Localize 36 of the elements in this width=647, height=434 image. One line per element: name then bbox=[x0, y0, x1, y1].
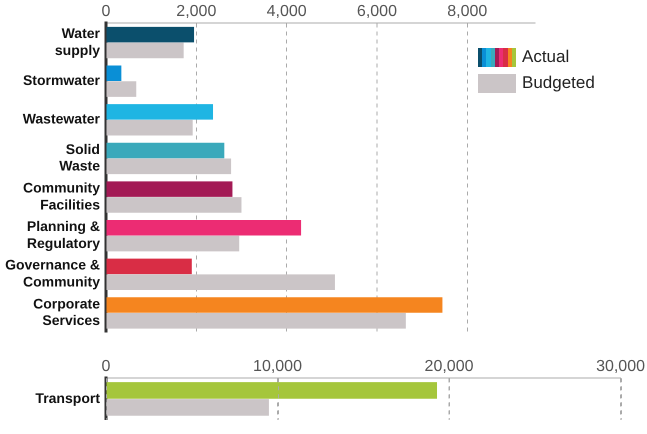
bar bbox=[106, 120, 193, 136]
x-tick-label: 20,000 bbox=[424, 358, 474, 376]
bar bbox=[106, 236, 240, 252]
x-tick-label: 30,000 bbox=[596, 358, 646, 376]
bar bbox=[106, 197, 242, 213]
x-tick-label: 10,000 bbox=[253, 358, 302, 376]
y-tick-label: Solid Waste bbox=[59, 140, 100, 174]
bar bbox=[106, 104, 214, 120]
x-tick-label: 0 bbox=[102, 3, 111, 20]
y-tick-label: Wastewater bbox=[22, 110, 101, 127]
y-tick-label: Governance & Community bbox=[5, 256, 100, 290]
legend-label: Actual bbox=[522, 47, 570, 67]
bar bbox=[106, 181, 232, 197]
bar bbox=[106, 65, 122, 81]
bar bbox=[106, 42, 184, 58]
bar bbox=[106, 26, 194, 42]
x-tick-label: 8,000 bbox=[447, 3, 488, 20]
bar bbox=[106, 313, 406, 329]
y-tick-label: Corporate Services bbox=[33, 295, 100, 328]
bar bbox=[106, 81, 136, 97]
bar bbox=[106, 274, 335, 290]
x-tick-label: 6,000 bbox=[356, 3, 398, 20]
x-tick-label: 2,000 bbox=[176, 3, 216, 20]
legend-label: Budgeted bbox=[522, 73, 595, 93]
y-tick-label: Community Facilities bbox=[23, 179, 100, 212]
bar bbox=[106, 142, 224, 158]
bar bbox=[106, 297, 442, 313]
bar bbox=[106, 220, 302, 236]
bar bbox=[106, 258, 192, 274]
bar bbox=[106, 158, 232, 174]
y-tick-label: Stormwater bbox=[22, 72, 101, 88]
x-tick-label: 4,000 bbox=[266, 3, 307, 20]
y-tick-label: Transport bbox=[35, 390, 100, 406]
y-tick-label: Planning & Regulatory bbox=[26, 218, 100, 251]
y-tick-label: Water supply bbox=[54, 24, 101, 58]
x-tick-label: 0 bbox=[102, 358, 111, 376]
